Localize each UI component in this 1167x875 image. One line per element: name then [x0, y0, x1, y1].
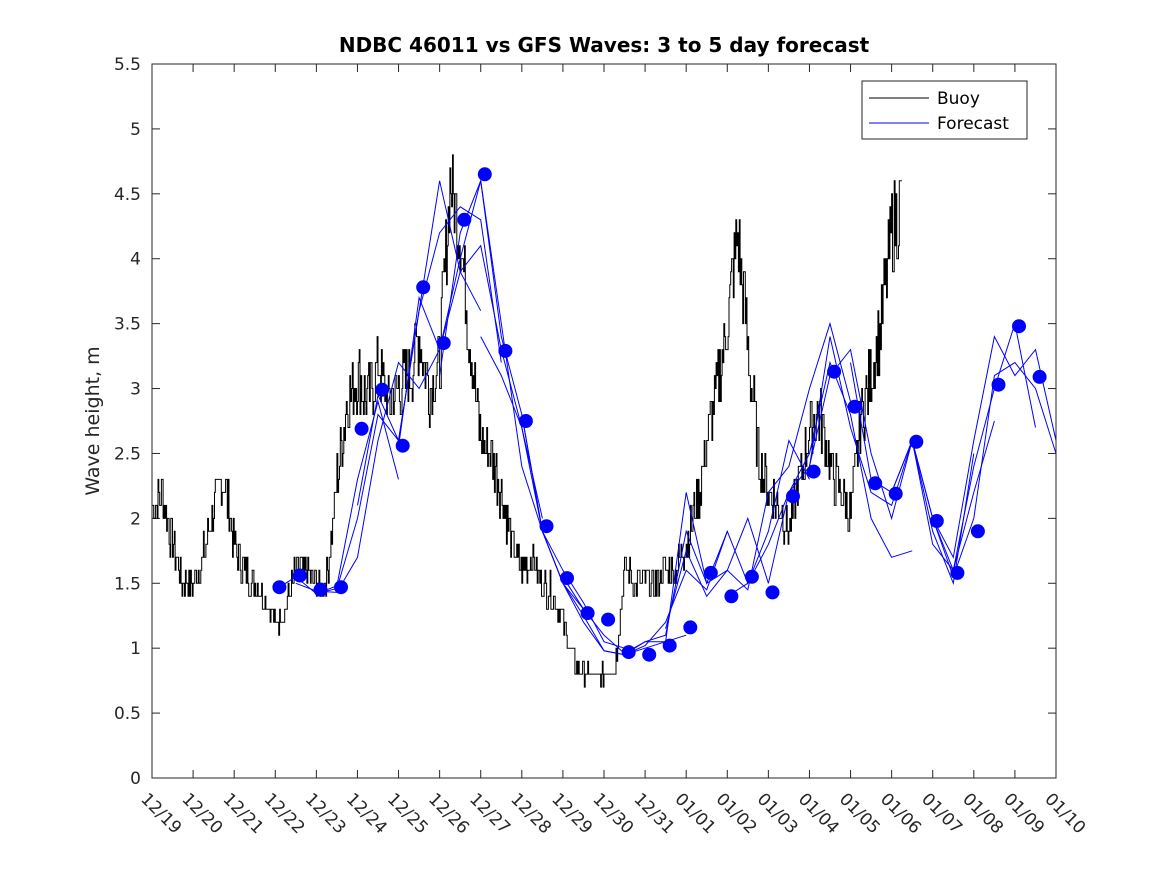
forecast-series-line-16 [891, 361, 1057, 579]
y-tick-label: 1 [130, 639, 141, 659]
forecast-series-line-13 [767, 336, 975, 586]
y-tick-label: 3 [130, 380, 141, 400]
forecast-marker [272, 580, 287, 595]
forecast-marker [806, 464, 821, 479]
forecast-series-line-12 [727, 360, 913, 597]
forecast-marker [539, 519, 554, 534]
legend-forecast-label: Forecast [937, 114, 1009, 134]
forecast-marker [970, 524, 985, 539]
forecast-marker [929, 514, 944, 528]
forecast-marker [683, 620, 698, 635]
forecast-marker [477, 167, 492, 182]
forecast-marker [601, 612, 616, 627]
forecast-marker [786, 489, 800, 504]
forecast-marker [395, 438, 410, 453]
y-tick-label: 4.5 [114, 185, 141, 205]
forecast-marker [621, 645, 636, 660]
forecast-marker [847, 399, 862, 414]
forecast-series-line-10 [624, 439, 810, 656]
y-tick-label: 0 [130, 769, 141, 789]
legend-box [861, 80, 1028, 140]
data-layer [152, 154, 1057, 688]
forecast-series-line-9 [562, 516, 769, 655]
buoy-series-line [152, 154, 902, 688]
legend: Buoy Forecast [861, 80, 1028, 140]
forecast-marker [950, 565, 965, 580]
forecast-marker [416, 280, 431, 295]
y-tick-label: 2 [130, 509, 141, 529]
forecast-marker [457, 212, 472, 227]
forecast-marker [724, 589, 739, 604]
forecast-marker [662, 638, 677, 653]
plot-area [152, 64, 1056, 778]
plot-frame [151, 63, 1057, 779]
legend-buoy-label: Buoy [937, 89, 980, 109]
forecast-series-line-11 [665, 321, 851, 629]
forecast-marker [1032, 369, 1047, 384]
forecast-marker [560, 571, 574, 586]
chart-title: NDBC 46011 vs GFS Waves: 3 to 5 day fore… [339, 33, 870, 57]
forecast-marker [909, 434, 924, 449]
forecast-marker [375, 382, 390, 397]
forecast-marker [313, 582, 328, 597]
forecast-series-line-17 [932, 335, 1057, 559]
forecast-marker [765, 585, 780, 600]
forecast-marker [518, 414, 533, 428]
y-tick-label: 1.5 [114, 574, 141, 594]
forecast-marker [827, 364, 842, 379]
forecast-series-line-14 [809, 348, 995, 572]
forecast-marker [642, 647, 657, 662]
y-tick-label: 0.5 [114, 704, 141, 724]
forecast-series-line-4 [357, 180, 543, 519]
forecast-marker [888, 486, 903, 501]
forecast-marker [292, 568, 307, 583]
forecast-marker [1012, 319, 1026, 334]
forecast-marker [703, 565, 718, 580]
forecast-marker [868, 476, 883, 491]
y-tick-label: 2.5 [114, 444, 141, 464]
y-tick-label: 5 [130, 120, 141, 140]
forecast-marker [354, 421, 369, 436]
y-tick-label: 4 [130, 250, 141, 270]
y-tick-label: 3.5 [114, 315, 141, 335]
forecast-marker [334, 580, 348, 595]
forecast-marker [580, 606, 595, 621]
y-axis-label: Wave height, m [82, 346, 104, 495]
forecast-marker [436, 336, 451, 351]
forecast-series-line-7 [480, 336, 687, 656]
forecast-marker [744, 569, 759, 584]
forecast-marker [498, 343, 513, 358]
forecast-marker [991, 377, 1006, 392]
y-tick-label: 5.5 [114, 55, 141, 75]
